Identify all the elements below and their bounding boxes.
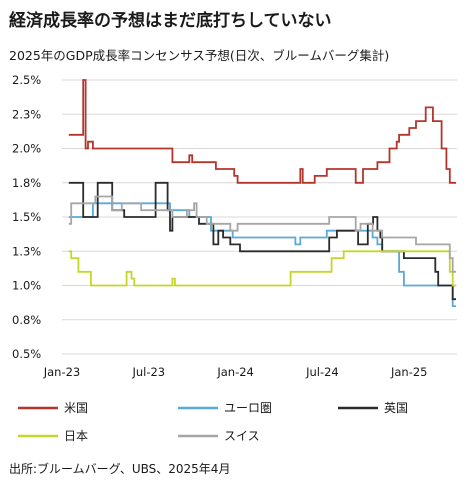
y-tick-label: 2.5% — [12, 73, 41, 87]
legend-label: 米国 — [64, 401, 88, 415]
series-line — [68, 202, 456, 307]
x-tick-label: Jul-23 — [131, 365, 165, 379]
y-tick-label: 0.5% — [12, 347, 41, 361]
chart-subtitle: 2025年のGDP成長率コンセンサス予想(日次、ブルームバーグ集計) — [9, 48, 390, 63]
series-lines — [68, 79, 456, 307]
gridlines — [62, 79, 457, 355]
legend-label: スイス — [224, 429, 260, 443]
x-axis-ticks: Jan-23 Jul-23 Jan-24 Jul-24 Jan-25 — [43, 365, 428, 379]
y-tick-label: 1.5% — [12, 210, 41, 224]
series-line — [68, 79, 456, 184]
y-tick-label: 2.3% — [12, 107, 41, 121]
y-tick-label: 0.8% — [12, 313, 41, 327]
x-tick-label: Jul-24 — [305, 365, 339, 379]
legend-label: ユーロ圏 — [224, 401, 272, 415]
series-line — [68, 195, 456, 273]
legend-label: 英国 — [384, 401, 408, 415]
y-tick-label: 2.0% — [12, 142, 41, 156]
series-line — [68, 250, 456, 287]
x-tick-label: Jan-23 — [43, 365, 81, 379]
chart-title: 経済成長率の予想はまだ底打ちしていない — [9, 11, 332, 31]
y-tick-label: 1.8% — [12, 176, 41, 190]
x-tick-label: Jan-24 — [216, 365, 254, 379]
y-axis-ticks: 2.5% 2.3% 2.0% 1.8% 1.5% 1.3% 1.0% 0.8% 0.5% — [12, 73, 41, 361]
legend-label: 日本 — [64, 429, 88, 443]
y-tick-label: 1.0% — [12, 279, 41, 293]
x-tick-label: Jan-25 — [390, 365, 428, 379]
source-note: 出所:ブルームバーグ、UBS、2025年4月 — [9, 462, 231, 476]
y-tick-label: 1.3% — [12, 244, 41, 258]
